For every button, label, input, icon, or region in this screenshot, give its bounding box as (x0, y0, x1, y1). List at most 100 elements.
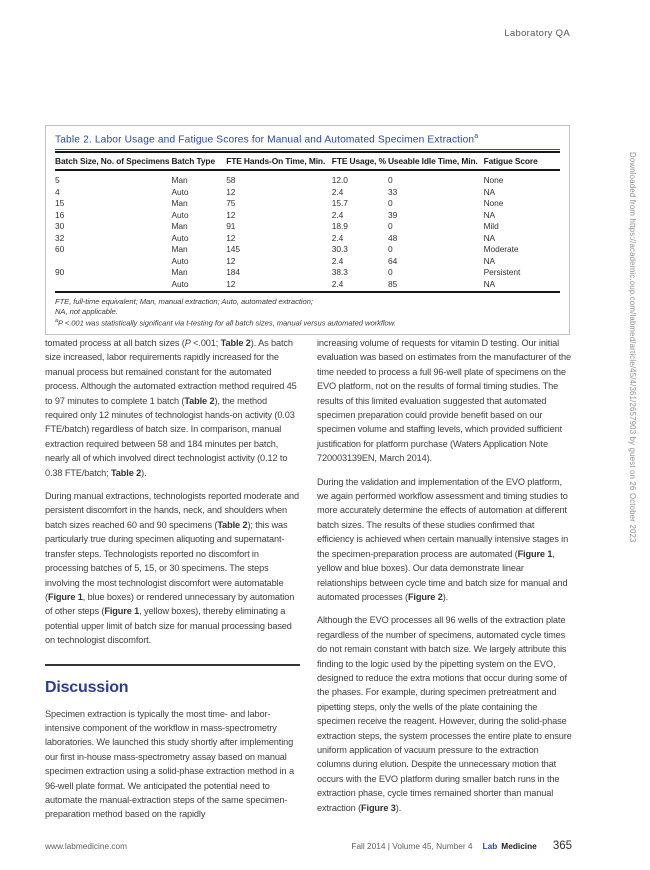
table-footnote: FTE, full-time equivalent; Man, manual e… (55, 297, 313, 307)
table-row: 30 Man 91 18.9 0 Mild (55, 220, 560, 232)
table-cell: 16 (55, 209, 65, 220)
table-cell: Auto (171, 255, 189, 266)
paragraph: Although the EVO processes all 96 wells … (317, 615, 572, 813)
table-footnote: aP <.001 was statistically significant v… (55, 317, 396, 328)
journal-name-lab: Lab (482, 841, 498, 851)
table-row: Auto 12 2.4 85 NA (55, 278, 560, 293)
table-cell: 85 (387, 278, 398, 289)
table-cell: 58 (226, 175, 236, 186)
table-row: 4 Auto 12 2.4 33 NA (55, 186, 560, 198)
labor-usage-table: Batch Size, No. of Specimens Batch Type FT… (55, 151, 560, 293)
table-cell: 48 (387, 232, 398, 243)
table-cell: 4 (55, 186, 60, 197)
table-cell: 15.7 (331, 198, 348, 209)
table-cell: Man (171, 198, 188, 209)
table-cell: 30.3 (331, 244, 348, 255)
table-cell: None (483, 198, 504, 209)
table-cell: Moderate (483, 244, 519, 255)
table-cell: Man (171, 221, 188, 232)
table-cell: NA (483, 232, 496, 243)
section-heading-discussion: Discussion (45, 663, 300, 697)
table-cell: NA (483, 209, 496, 220)
footer-site-url: www.labmedicine.com (45, 841, 128, 851)
table-cell: 12 (226, 278, 236, 289)
table-cell: 33 (387, 186, 398, 197)
table-cell: 12.0 (331, 175, 348, 186)
paragraph: increasing volume of requests for vitami… (317, 338, 572, 464)
table-footnote: NA, not applicable. (55, 306, 118, 316)
table-cell: 12 (226, 209, 236, 220)
table-row: 5 Man 58 12.0 0 None (55, 170, 560, 186)
table-cell: Man (171, 175, 188, 186)
table-cell: 0 (387, 198, 393, 209)
table-cell: 12 (226, 232, 236, 243)
table-cell (55, 255, 171, 267)
table-cell: Persistent (483, 267, 521, 278)
table-cell: 90 (55, 267, 65, 278)
table-cell: Auto (171, 232, 189, 243)
table-title: Table 2. Labor Usage and Fatigue Scores … (55, 133, 479, 146)
table-row: 60 Man 145 30.3 0 Moderate (55, 243, 560, 255)
table-cell: 64 (387, 255, 398, 266)
table-row: 32 Auto 12 2.4 48 NA (55, 232, 560, 244)
table-cell: NA (483, 255, 496, 266)
table-footnotes: FTE, full-time equivalent; Man, manual e… (55, 297, 560, 327)
table-cell: Auto (171, 186, 189, 197)
paragraph: During the validation and implementation… (317, 476, 569, 602)
table-cell: Mild (483, 221, 499, 232)
table-cell: None (483, 175, 504, 186)
table-row: 15 Man 75 15.7 0 None (55, 197, 560, 209)
table-column-header: FTE Hands-On Time, Min. (226, 156, 326, 167)
table-row: 16 Auto 12 2.4 39 NA (55, 209, 560, 221)
left-column: tomated process at all batch sizes (P <.… (45, 336, 300, 831)
table-header: Batch Size, No. of Specimens Batch Type FT… (55, 152, 560, 171)
table-column-header: Fatigue Score (483, 156, 538, 167)
table-cell: 2.4 (331, 278, 344, 289)
table-column-header: Batch Size, No. of Specimens (55, 156, 170, 167)
table-cell: 0 (387, 175, 393, 186)
table-cell: 75 (226, 198, 236, 209)
table-cell: 5 (55, 175, 60, 186)
table-cell: Auto (171, 278, 189, 289)
table-cell: NA (483, 186, 496, 197)
table-body: 5 Man 58 12.0 0 None 4 Auto 12 2.4 33 NA 15 Man 75 15.7… (55, 170, 560, 293)
footer-issue-info: Fall 2014 | Volume 45, Number 4 (351, 841, 473, 851)
article-body: tomated process at all batch sizes (P <.… (45, 336, 572, 831)
table-cell: NA (483, 278, 496, 289)
page-footer: www.labmedicine.com Fall 2014 | Volume 4… (45, 840, 572, 852)
download-watermark: Downloaded from https://academic.oup.com… (628, 152, 637, 543)
table-cell: 12 (226, 186, 236, 197)
footer-issue-block: Fall 2014 | Volume 45, Number 4 Lab Medi… (351, 840, 572, 852)
table-2-panel: Table 2. Labor Usage and Fatigue Scores … (45, 125, 570, 335)
table-cell: 184 (226, 267, 241, 278)
paragraph: tomated process at all batch sizes (P <.… (45, 338, 297, 478)
page-number: 365 (552, 840, 572, 852)
table-column-header: FTE Usage, % (331, 156, 386, 167)
table-cell: 15 (55, 198, 65, 209)
table-cell: 91 (226, 221, 236, 232)
table-cell: Auto (171, 209, 189, 220)
table-cell: 0 (387, 267, 393, 278)
table-cell: 2.4 (331, 209, 344, 220)
table-row: 90 Man 184 38.3 0 Persistent (55, 266, 560, 278)
table-column-header: Useable Idle Time, Min. (387, 156, 478, 167)
table-cell: 2.4 (331, 186, 344, 197)
table-cell (55, 278, 171, 293)
table-cell: 12 (226, 255, 236, 266)
table-cell: 60 (55, 244, 65, 255)
table-cell: 32 (55, 232, 65, 243)
table-row: Auto 12 2.4 64 NA (55, 255, 560, 267)
table-cell: 2.4 (331, 255, 344, 266)
table-cell: Man (171, 267, 188, 278)
journal-name-medicine: Medicine (501, 841, 537, 851)
paragraph: Specimen extraction is typically the mos… (45, 708, 294, 820)
table-cell: Man (171, 244, 188, 255)
table-cell: 18.9 (331, 221, 348, 232)
table-cell: 0 (387, 244, 393, 255)
table-title-rule (55, 149, 560, 151)
table-cell: 145 (226, 244, 241, 255)
paragraph: During manual extractions, technologists… (45, 491, 300, 646)
table-cell: 0 (387, 221, 393, 232)
table-cell: 2.4 (331, 232, 344, 243)
table-cell: 38.3 (331, 267, 348, 278)
